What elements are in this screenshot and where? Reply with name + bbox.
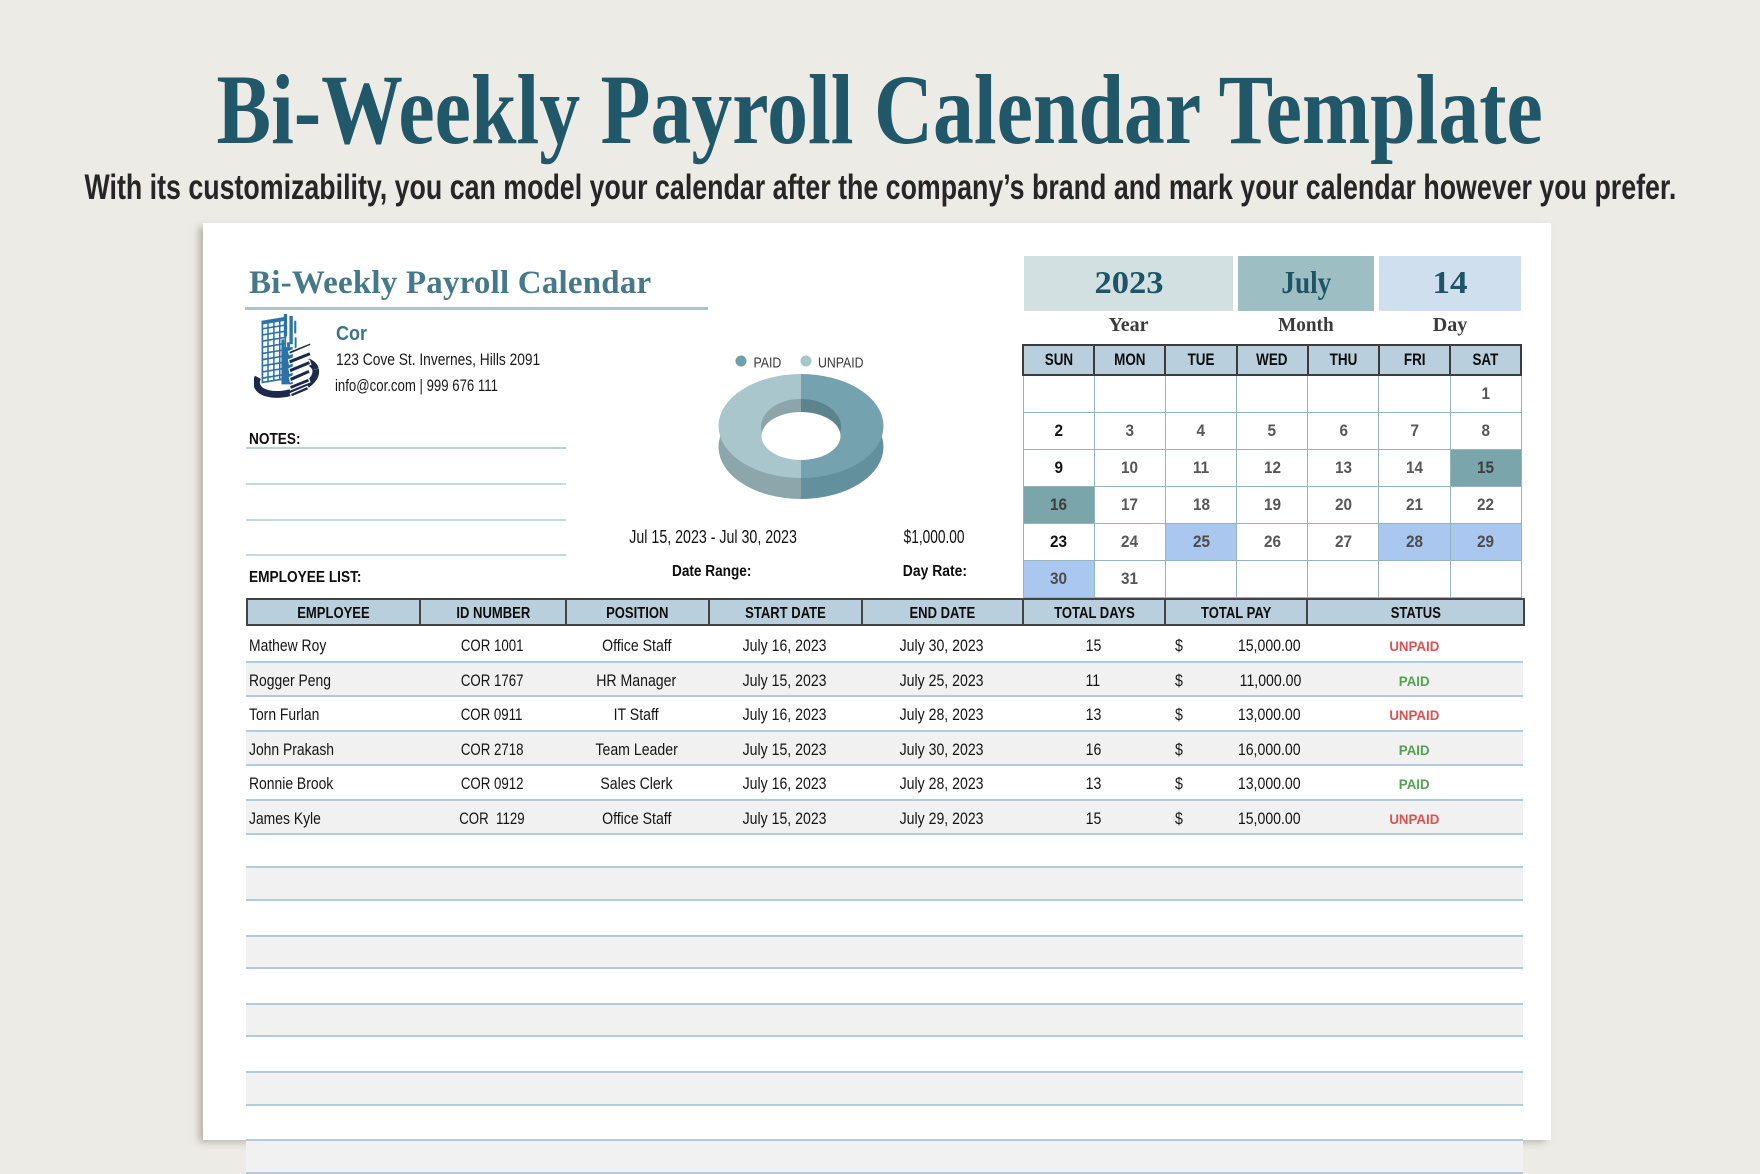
svg-text:UNPAID: UNPAID bbox=[818, 355, 864, 371]
svg-text:PAID: PAID bbox=[754, 355, 782, 371]
